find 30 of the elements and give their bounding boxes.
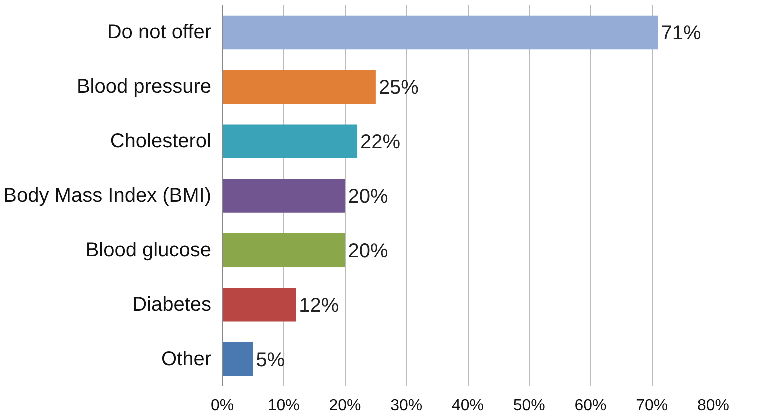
y-tick-label: Blood pressure <box>76 76 212 98</box>
data-label: 71% <box>661 22 702 45</box>
x-tick-label: 50% <box>513 398 546 414</box>
x-tick-label: 30% <box>390 398 423 414</box>
x-tick-label: 0% <box>210 398 234 414</box>
bar <box>222 234 346 268</box>
bar <box>222 16 658 50</box>
data-label: 22% <box>360 132 401 154</box>
x-tick-label: 20% <box>329 398 362 414</box>
bar <box>222 288 296 322</box>
data-label: 12% <box>299 294 340 317</box>
x-tick-label: 70% <box>636 398 668 414</box>
y-tick-label: Diabetes <box>132 294 212 316</box>
bar <box>222 124 358 158</box>
data-label: 25% <box>378 77 420 100</box>
y-tick-label: Do not offer <box>107 22 212 44</box>
x-tick-label: 40% <box>452 398 484 414</box>
bar <box>222 342 254 376</box>
x-tick-label: 80% <box>697 398 730 414</box>
data-label: 5% <box>256 349 286 372</box>
data-label: 20% <box>348 186 388 208</box>
y-tick-label: Cholesterol <box>110 130 212 153</box>
bar <box>222 179 346 213</box>
y-tick-label: Blood glucose <box>86 239 212 262</box>
x-tick-label: 60% <box>574 398 607 414</box>
y-tick-label: Other <box>161 348 212 370</box>
x-tick-label: 10% <box>268 398 300 414</box>
y-tick-label: Body Mass Index (BMI) <box>4 185 212 207</box>
bar <box>222 70 376 104</box>
data-label: 20% <box>348 240 388 262</box>
